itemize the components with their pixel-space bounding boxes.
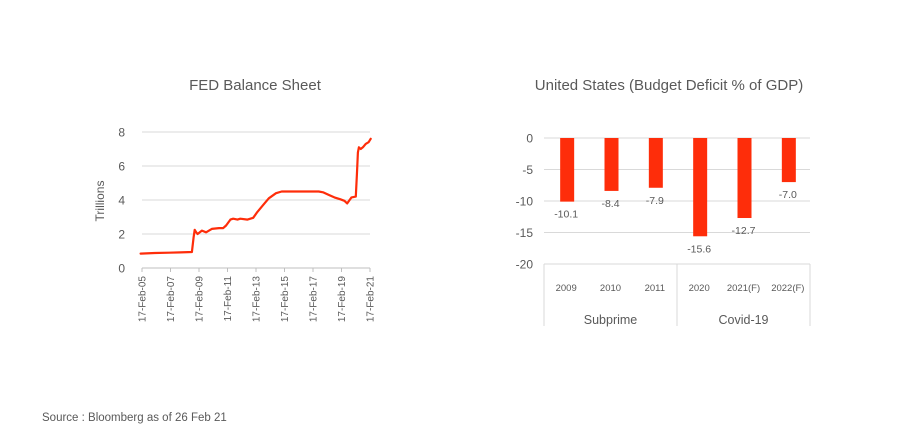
left-chart-y-axis-label: Trillions (93, 181, 107, 222)
deficit-data-label: -7.9 (646, 195, 664, 207)
deficit-bar-2020 (693, 138, 708, 237)
right-chart-y-ticks: 0 -5 -10 -15 -20 (516, 132, 534, 272)
left-x-tick-label: 17-Feb-09 (195, 276, 206, 323)
left-y-tick-label: 8 (118, 126, 125, 140)
left-x-tick-label: 17-Feb-15 (280, 276, 291, 323)
deficit-category-label: 2010 (600, 283, 621, 294)
source-note: Source : Bloomberg as of 26 Feb 21 (42, 412, 227, 424)
left-x-tick-label: 17-Feb-13 (252, 276, 263, 323)
left-y-tick-label: 4 (118, 194, 125, 208)
left-x-tick-label: 17-Feb-07 (166, 276, 177, 323)
right-y-tick-label: -15 (516, 226, 534, 240)
right-chart-group-labels: Subprime Covid-19 (584, 313, 769, 327)
left-x-tick-label: 17-Feb-21 (366, 276, 377, 323)
deficit-data-label: -7.0 (779, 189, 797, 201)
left-y-tick-label: 0 (118, 262, 125, 276)
left-x-tick-label: 17-Feb-05 (138, 276, 149, 323)
left-y-tick-label: 6 (118, 160, 125, 174)
deficit-category-label: 2011 (645, 283, 665, 294)
left-chart-x-ticks: 17-Feb-05 17-Feb-07 17-Feb-09 17-Feb-11 17-F… (138, 268, 377, 322)
budget-deficit-chart: United States (Budget Deficit % of GDP) … (516, 77, 811, 327)
deficit-data-label: -15.6 (687, 243, 711, 255)
left-x-tick-label: 17-Feb-17 (309, 276, 320, 323)
right-y-tick-label: 0 (526, 132, 533, 146)
deficit-category-label: 2021(F) (727, 283, 760, 294)
left-chart-gridlines (142, 131, 370, 269)
deficit-bar-2022f (781, 138, 796, 183)
deficit-category-label: 2009 (556, 283, 577, 294)
left-chart-y-ticks: 0 2 4 6 8 (118, 126, 125, 276)
right-chart-bars (560, 138, 796, 237)
deficit-bar-2011 (648, 138, 663, 188)
fed-balance-sheet-line (139, 137, 372, 255)
fed-balance-sheet-chart: FED Balance Sheet Trillions 0 2 4 6 8 17-Feb… (93, 77, 377, 322)
deficit-data-label: -12.7 (732, 225, 756, 237)
deficit-category-label: 2022(F) (771, 283, 804, 294)
deficit-data-label: -10.1 (554, 209, 578, 221)
right-y-tick-label: -5 (522, 163, 533, 177)
deficit-group-label: Subprime (584, 313, 638, 327)
deficit-bar-2021f (737, 138, 752, 219)
left-y-tick-label: 2 (118, 228, 125, 242)
deficit-bar-2010 (604, 138, 619, 191)
right-chart-title: United States (Budget Deficit % of GDP) (535, 77, 803, 94)
left-x-tick-label: 17-Feb-11 (223, 276, 234, 322)
deficit-data-label: -8.4 (601, 198, 619, 210)
deficit-category-label: 2020 (689, 283, 710, 294)
right-y-tick-label: -20 (516, 258, 534, 272)
right-chart-data-labels: -10.1 -8.4 -7.9 -15.6 -12.7 -7.0 (554, 189, 797, 255)
deficit-bar-2009 (560, 138, 575, 202)
right-chart-gridlines (543, 137, 811, 326)
left-chart-title: FED Balance Sheet (189, 77, 322, 94)
right-chart-category-labels: 2009 2010 2011 2020 2021(F) 2022(F) (556, 283, 805, 294)
right-y-tick-label: -10 (516, 195, 534, 209)
left-x-tick-label: 17-Feb-19 (337, 276, 348, 323)
deficit-group-label: Covid-19 (718, 313, 768, 327)
